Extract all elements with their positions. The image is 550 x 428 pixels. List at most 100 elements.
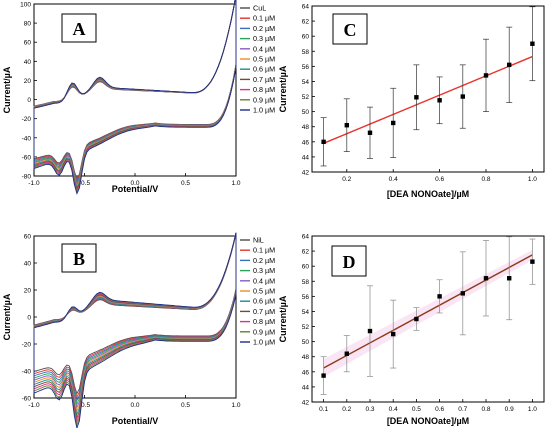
legend-entry: 0.6 µM — [253, 297, 275, 306]
x-tick-label: 0.4 — [389, 406, 398, 413]
y-tick-label: 50 — [302, 339, 310, 346]
confidence-band — [323, 249, 533, 378]
y-tick-label: 58 — [302, 279, 310, 286]
y-tick-label: 44 — [302, 154, 310, 161]
panel-b: -60 -40 -20 0 20 40 60 -1.0 -0.5 0.0 0.5 1.0 B Pot… — [2, 232, 275, 428]
y-tick-label: 60 — [24, 234, 32, 241]
y-tick-label: 64 — [302, 4, 310, 11]
legend-entry: 1.0 µM — [253, 338, 275, 347]
x-tick-label: 0.3 — [365, 406, 374, 413]
data-point — [367, 130, 373, 135]
x-tick-label: 0.8 — [481, 406, 490, 413]
data-point — [437, 98, 442, 103]
legend-entry: CuL — [253, 4, 266, 13]
data-point — [460, 94, 465, 99]
y-ticks: 42 44 46 48 50 52 54 56 58 60 62 64 — [302, 234, 315, 407]
panel-label-box — [61, 13, 97, 43]
panel-label-box — [331, 245, 367, 277]
x-ticks: 0.1 0.2 0.3 0.4 0.5 0.6 0.7 0.8 0.9 1.0 — [319, 399, 537, 413]
legend-entry: 0.3 µM — [253, 266, 275, 275]
y-tick-label: 52 — [302, 324, 310, 331]
data-point — [367, 328, 373, 334]
y-tick-label: 48 — [302, 354, 310, 361]
data-point — [530, 259, 535, 264]
y-tick-label: 20 — [24, 288, 32, 295]
data-point — [507, 62, 512, 68]
data-point — [507, 276, 512, 281]
fit-line — [323, 249, 533, 378]
x-tick-label: 0.6 — [435, 176, 444, 183]
y-tick-label: 44 — [302, 384, 310, 391]
legend-entry: 0.7 µM — [253, 75, 275, 84]
y-tick-label: 40 — [24, 261, 32, 268]
x-tick-label: 0.0 — [130, 180, 139, 187]
legend-entry: 0.1 µM — [253, 246, 275, 255]
data-point — [414, 316, 419, 322]
plot-frame — [311, 235, 545, 403]
cv-curves — [33, 0, 237, 195]
y-tick-label: 56 — [302, 294, 310, 301]
y-tick-label: 60 — [302, 264, 310, 271]
legend-entry: NiL — [253, 236, 264, 245]
legend-entry: 0.2 µM — [253, 256, 275, 265]
panel-label: C — [344, 20, 357, 40]
panel-label: D — [343, 252, 356, 272]
x-axis-label: [DEA NONOate]/µM — [387, 416, 469, 426]
y-ticks: -60 -40 -20 0 20 40 60 — [22, 234, 37, 403]
y-tick-label: 60 — [24, 40, 32, 47]
y-tick-label: 54 — [302, 79, 310, 86]
x-tick-label: 0.7 — [458, 406, 467, 413]
data-point — [391, 331, 396, 337]
data-point — [437, 294, 442, 299]
x-tick-label: 1.0 — [231, 180, 240, 187]
y-tick-label: 48 — [302, 124, 310, 131]
data-point — [391, 120, 396, 126]
x-tick-label: -1.0 — [28, 402, 40, 409]
x-tick-label: -1.0 — [28, 180, 40, 187]
legend-entry: 0.7 µM — [253, 307, 275, 316]
cv-curve — [33, 0, 237, 195]
legend-entry: 0.6 µM — [253, 65, 275, 74]
y-tick-label: -40 — [22, 369, 32, 376]
y-axis-label: Current/µA — [278, 65, 288, 112]
panel-label: A — [73, 19, 86, 39]
data-point — [530, 41, 535, 46]
y-tick-label: 46 — [302, 369, 310, 376]
data-point — [344, 351, 349, 356]
y-ticks: 42 44 46 48 50 52 54 56 58 60 62 64 — [302, 4, 315, 177]
x-tick-label: 0.2 — [342, 406, 351, 413]
y-axis-label: Current/µA — [2, 66, 12, 113]
x-tick-label: 0.8 — [481, 176, 490, 183]
y-tick-label: 62 — [302, 19, 310, 26]
legend-entry: 0.5 µM — [253, 287, 275, 296]
x-tick-label: 0.1 — [319, 406, 328, 413]
y-tick-label: 52 — [302, 94, 310, 101]
plot-frame — [311, 5, 545, 173]
x-tick-label: 0.0 — [130, 402, 139, 409]
x-axis-label: [DEA NONOate]/µM — [387, 189, 469, 199]
legend-entry: 0.5 µM — [253, 55, 275, 64]
y-tick-label: 58 — [302, 49, 310, 56]
y-tick-label: -60 — [22, 154, 32, 161]
y-tick-label: 40 — [24, 59, 32, 66]
panel-a: -80 -60 -40 -20 0 20 40 60 80 100 -1.0 -0.5 0.0 0.5 1… — [2, 0, 275, 195]
legend-entry: 0.3 µM — [253, 34, 275, 43]
data-points — [320, 6, 536, 167]
legend-entry: 0.8 µM — [253, 317, 275, 326]
x-tick-label: 0.5 — [181, 402, 190, 409]
x-ticks: 0.2 0.4 0.6 0.8 1.0 — [342, 169, 537, 183]
data-point — [460, 291, 465, 296]
legend-entry: 0.9 µM — [253, 327, 275, 336]
cv-curves — [33, 232, 237, 428]
x-tick-label: 0.4 — [389, 176, 398, 183]
y-tick-label: 50 — [302, 109, 310, 116]
x-ticks: -1.0 -0.5 0.0 0.5 1.0 — [28, 173, 241, 187]
legend-entry: 0.4 µM — [253, 276, 275, 285]
panel-d: 42 44 46 48 50 52 54 56 58 60 62 64 0.1 0.2 0.3 0.4 0.5… — [278, 234, 545, 426]
data-point — [483, 276, 489, 281]
x-tick-label: -0.5 — [79, 180, 91, 187]
cv-curve — [33, 232, 237, 428]
